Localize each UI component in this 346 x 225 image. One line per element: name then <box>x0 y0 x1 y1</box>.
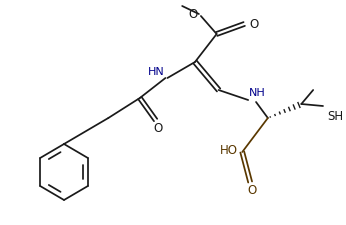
Text: HO: HO <box>220 144 238 157</box>
Text: NH: NH <box>249 88 266 98</box>
Text: SH: SH <box>327 110 343 122</box>
Text: O: O <box>153 122 162 135</box>
Text: O: O <box>249 18 258 32</box>
Text: O: O <box>189 9 198 22</box>
Text: HN: HN <box>148 67 164 77</box>
Text: O: O <box>247 184 257 196</box>
